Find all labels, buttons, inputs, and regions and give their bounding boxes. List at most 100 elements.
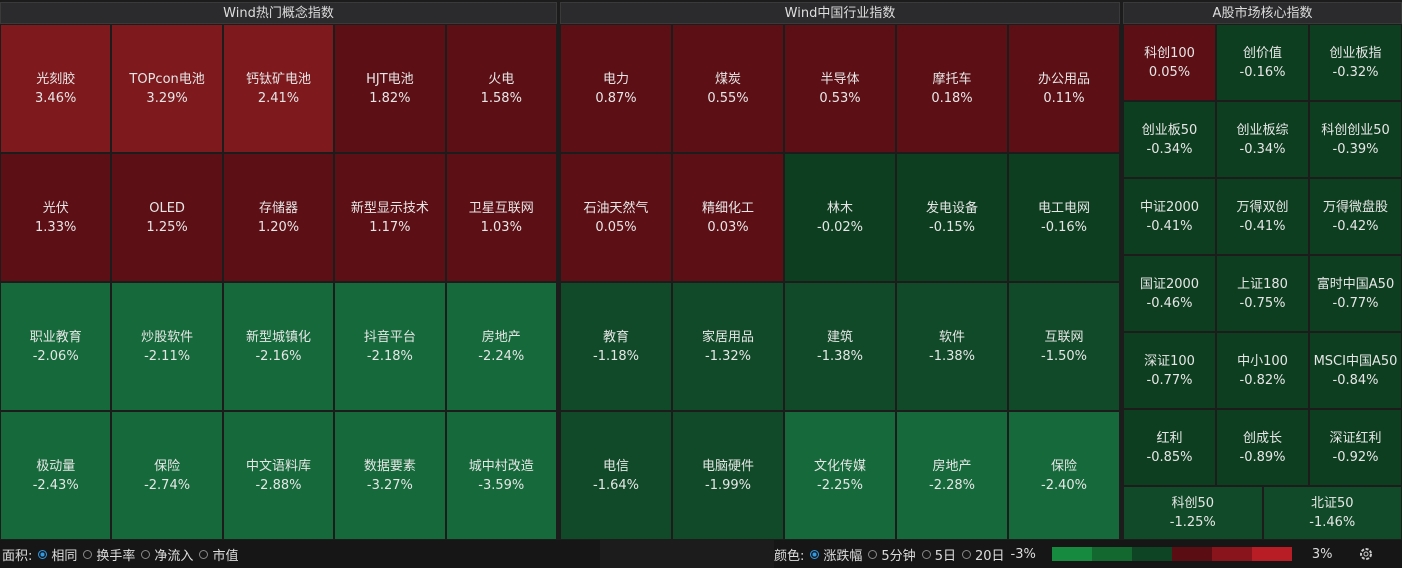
radio-option[interactable]: 市值: [199, 545, 238, 564]
heat-cell[interactable]: 电工电网 -0.16%: [1008, 153, 1120, 282]
cell-name: 富时中国A50: [1316, 276, 1395, 292]
heat-cell[interactable]: 互联网 -1.50%: [1008, 282, 1120, 411]
radio-button[interactable]: [921, 549, 931, 559]
heat-cell[interactable]: 创价值 -0.16%: [1216, 24, 1309, 101]
heat-cell[interactable]: 中文语料库 -2.88%: [222, 411, 335, 540]
radio-option[interactable]: 相同: [38, 545, 77, 564]
heat-cell[interactable]: 国证2000 -0.46%: [1123, 255, 1216, 332]
heat-cell[interactable]: 房地产 -2.28%: [896, 411, 1008, 540]
radio-option[interactable]: 换手率: [83, 545, 135, 564]
heat-cell[interactable]: 万得双创 -0.41%: [1216, 178, 1309, 255]
heat-cell[interactable]: 科创100 0.05%: [1123, 24, 1216, 101]
cell-name: 煤炭: [714, 71, 741, 87]
cell-change: -2.06%: [32, 348, 79, 364]
radio-option[interactable]: 5分钟: [868, 545, 916, 564]
heat-cell[interactable]: 光刻胶 3.46%: [0, 24, 112, 153]
heat-cell[interactable]: 创业板综 -0.34%: [1216, 101, 1309, 178]
heat-cell[interactable]: 科创50 -1.25%: [1123, 486, 1263, 540]
cell-change: -1.25%: [1169, 515, 1216, 530]
cell-name: 发电设备: [925, 200, 978, 216]
heat-cell[interactable]: 火电 1.58%: [445, 24, 557, 153]
cell-name: 抖音平台: [363, 329, 416, 345]
heat-cell[interactable]: 保险 -2.40%: [1008, 411, 1120, 540]
heat-cell[interactable]: 极动量 -2.43%: [0, 411, 112, 540]
heat-cell[interactable]: 钙钛矿电池 2.41%: [222, 24, 335, 153]
radio-option[interactable]: 涨跌幅: [810, 545, 862, 564]
heat-cell[interactable]: 保险 -2.74%: [111, 411, 223, 540]
heat-cell[interactable]: 软件 -1.38%: [896, 282, 1008, 411]
heat-cell[interactable]: HJT电池 1.82%: [334, 24, 446, 153]
cell-change: 0.05%: [595, 219, 637, 235]
heat-cell[interactable]: 电信 -1.64%: [560, 411, 672, 540]
cell-change: -1.18%: [593, 348, 639, 364]
heat-cell[interactable]: 创业板50 -0.34%: [1123, 101, 1216, 178]
heat-cell[interactable]: 科创创业50 -0.39%: [1309, 101, 1402, 178]
cell-name: 光刻胶: [36, 71, 76, 87]
radio-button[interactable]: [961, 549, 971, 559]
cell-change: 0.87%: [595, 90, 637, 106]
heat-cell[interactable]: TOPcon电池 3.29%: [111, 24, 223, 153]
radio-option[interactable]: 5日: [921, 545, 956, 564]
radio-button[interactable]: [199, 549, 209, 559]
heat-cell[interactable]: 红利 -0.85%: [1123, 409, 1216, 486]
radio-option[interactable]: 20日: [961, 545, 1005, 564]
settings-icon[interactable]: [1358, 546, 1374, 562]
heat-cell[interactable]: 电力 0.87%: [560, 24, 672, 153]
heat-cell[interactable]: 中小100 -0.82%: [1216, 332, 1309, 409]
heat-cell[interactable]: 文化传媒 -2.25%: [784, 411, 896, 540]
heat-cell[interactable]: 万得微盘股 -0.42%: [1309, 178, 1402, 255]
cell-name: 上证180: [1237, 276, 1288, 292]
radio-button[interactable]: [83, 549, 93, 559]
heat-cell[interactable]: 北证50 -1.46%: [1262, 486, 1402, 540]
heat-cell[interactable]: 创业板指 -0.32%: [1309, 24, 1402, 101]
heat-cell[interactable]: 家居用品 -1.32%: [672, 282, 784, 411]
heat-cell[interactable]: 房地产 -2.24%: [445, 282, 557, 411]
heat-cell[interactable]: 办公用品 0.11%: [1008, 24, 1120, 153]
heat-cell[interactable]: 存储器 1.20%: [222, 153, 335, 282]
heat-cell[interactable]: 煤炭 0.55%: [672, 24, 784, 153]
heat-cell[interactable]: 电脑硬件 -1.99%: [672, 411, 784, 540]
heat-cell[interactable]: 富时中国A50 -0.77%: [1309, 255, 1402, 332]
heat-cell[interactable]: 深证红利 -0.92%: [1309, 409, 1402, 486]
radio-button[interactable]: [38, 549, 48, 559]
heat-cell[interactable]: 半导体 0.53%: [784, 24, 896, 153]
heat-cell[interactable]: 石油天然气 0.05%: [560, 153, 672, 282]
heat-cell[interactable]: 教育 -1.18%: [560, 282, 672, 411]
color-label: 颜色:: [774, 548, 805, 564]
heat-cell[interactable]: 职业教育 -2.06%: [0, 282, 112, 411]
radio-button[interactable]: [141, 549, 151, 559]
cell-change: -1.32%: [705, 348, 751, 364]
radio-button[interactable]: [868, 549, 878, 559]
heat-cell[interactable]: 精细化工 0.03%: [672, 153, 784, 282]
cell-name: 光伏: [42, 200, 69, 216]
heat-cell[interactable]: 创成长 -0.89%: [1216, 409, 1309, 486]
heat-cell[interactable]: 数据要素 -3.27%: [334, 411, 446, 540]
cell-name: 房地产: [932, 458, 972, 474]
cell-change: -2.40%: [1041, 477, 1087, 493]
option-label: 换手率: [96, 548, 136, 564]
cell-change: 1.33%: [35, 219, 77, 235]
cell-change: -2.18%: [366, 348, 413, 364]
radio-button[interactable]: [810, 549, 820, 559]
heat-cell[interactable]: MSCI中国A50 -0.84%: [1309, 332, 1402, 409]
heat-cell[interactable]: 抖音平台 -2.18%: [334, 282, 446, 411]
heat-cell[interactable]: 城中村改造 -3.59%: [445, 411, 557, 540]
heat-cell[interactable]: 建筑 -1.38%: [784, 282, 896, 411]
heat-cell[interactable]: 中证2000 -0.41%: [1123, 178, 1216, 255]
heat-cell[interactable]: 光伏 1.33%: [0, 153, 112, 282]
heat-cell[interactable]: 炒股软件 -2.11%: [111, 282, 223, 411]
heat-cell[interactable]: 深证100 -0.77%: [1123, 332, 1216, 409]
radio-option[interactable]: 净流入: [141, 545, 193, 564]
cell-name: 北证50: [1310, 496, 1354, 511]
cell-change: -0.75%: [1239, 295, 1286, 311]
heat-cell[interactable]: 新型显示技术 1.17%: [334, 153, 446, 282]
heat-cell[interactable]: 林木 -0.02%: [784, 153, 896, 282]
heat-cell[interactable]: 上证180 -0.75%: [1216, 255, 1309, 332]
heat-cell[interactable]: 摩托车 0.18%: [896, 24, 1008, 153]
heat-cell[interactable]: 卫星互联网 1.03%: [445, 153, 557, 282]
cell-name: 中小100: [1237, 353, 1288, 369]
heat-cell[interactable]: OLED 1.25%: [111, 153, 223, 282]
heat-cell[interactable]: 新型城镇化 -2.16%: [222, 282, 335, 411]
heat-cell[interactable]: 发电设备 -0.15%: [896, 153, 1008, 282]
cell-change: -0.77%: [1332, 295, 1379, 311]
